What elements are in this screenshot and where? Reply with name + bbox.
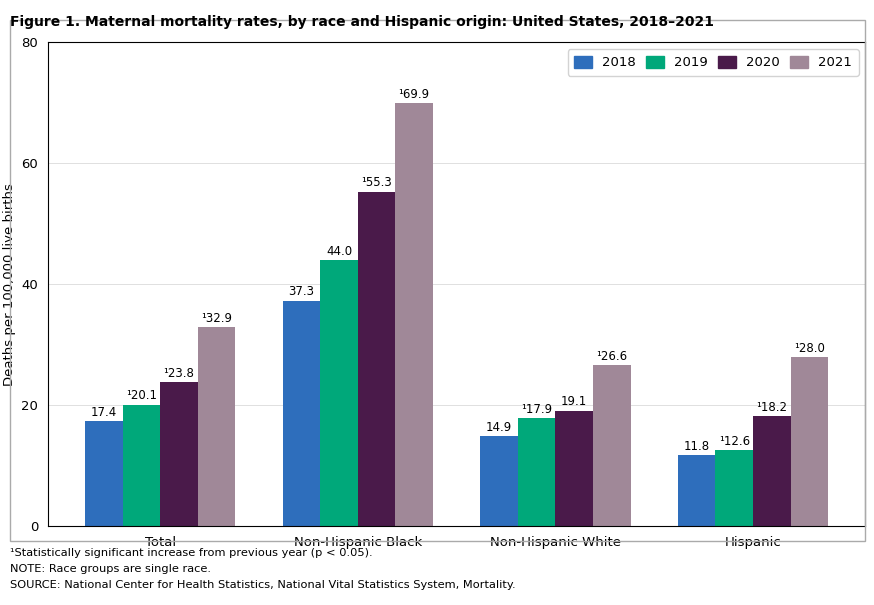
Text: NOTE: Race groups are single race.: NOTE: Race groups are single race. bbox=[10, 564, 212, 574]
Text: 11.8: 11.8 bbox=[683, 440, 710, 453]
Bar bbox=[395, 103, 433, 526]
Y-axis label: Deaths per 100,000 live births: Deaths per 100,000 live births bbox=[3, 183, 16, 386]
Text: 17.4: 17.4 bbox=[91, 406, 117, 419]
Bar bbox=[321, 260, 357, 526]
Text: ¹26.6: ¹26.6 bbox=[596, 350, 628, 363]
Text: ¹Statistically significant increase from previous year (p < 0.05).: ¹Statistically significant increase from… bbox=[10, 548, 373, 558]
Text: ¹17.9: ¹17.9 bbox=[521, 403, 552, 416]
Bar bbox=[593, 365, 630, 526]
Text: SOURCE: National Center for Health Statistics, National Vital Statistics System,: SOURCE: National Center for Health Stati… bbox=[10, 580, 517, 590]
Text: ¹20.1: ¹20.1 bbox=[126, 390, 157, 402]
Bar bbox=[716, 450, 753, 526]
Text: 19.1: 19.1 bbox=[561, 396, 587, 408]
Bar bbox=[86, 421, 122, 526]
Text: ¹12.6: ¹12.6 bbox=[718, 435, 750, 448]
Bar bbox=[481, 436, 518, 526]
Bar bbox=[678, 455, 716, 526]
Text: 37.3: 37.3 bbox=[288, 286, 315, 298]
Bar bbox=[198, 327, 235, 526]
Text: ¹23.8: ¹23.8 bbox=[163, 367, 195, 380]
Text: Figure 1. Maternal mortality rates, by race and Hispanic origin: United States, : Figure 1. Maternal mortality rates, by r… bbox=[10, 15, 714, 29]
Text: 14.9: 14.9 bbox=[486, 421, 512, 434]
Bar bbox=[283, 301, 321, 526]
Text: ¹55.3: ¹55.3 bbox=[361, 177, 392, 189]
Bar bbox=[122, 405, 160, 526]
Bar bbox=[556, 411, 593, 526]
Text: ¹18.2: ¹18.2 bbox=[756, 401, 787, 414]
Bar bbox=[753, 416, 791, 526]
Bar bbox=[160, 382, 198, 526]
Bar bbox=[357, 192, 395, 526]
Text: ¹28.0: ¹28.0 bbox=[794, 342, 825, 355]
Legend: 2018, 2019, 2020, 2021: 2018, 2019, 2020, 2021 bbox=[568, 49, 858, 76]
Bar bbox=[518, 418, 556, 526]
Bar bbox=[791, 357, 829, 526]
Text: ¹69.9: ¹69.9 bbox=[399, 88, 430, 101]
Text: 44.0: 44.0 bbox=[326, 245, 352, 258]
Text: ¹32.9: ¹32.9 bbox=[201, 312, 232, 325]
